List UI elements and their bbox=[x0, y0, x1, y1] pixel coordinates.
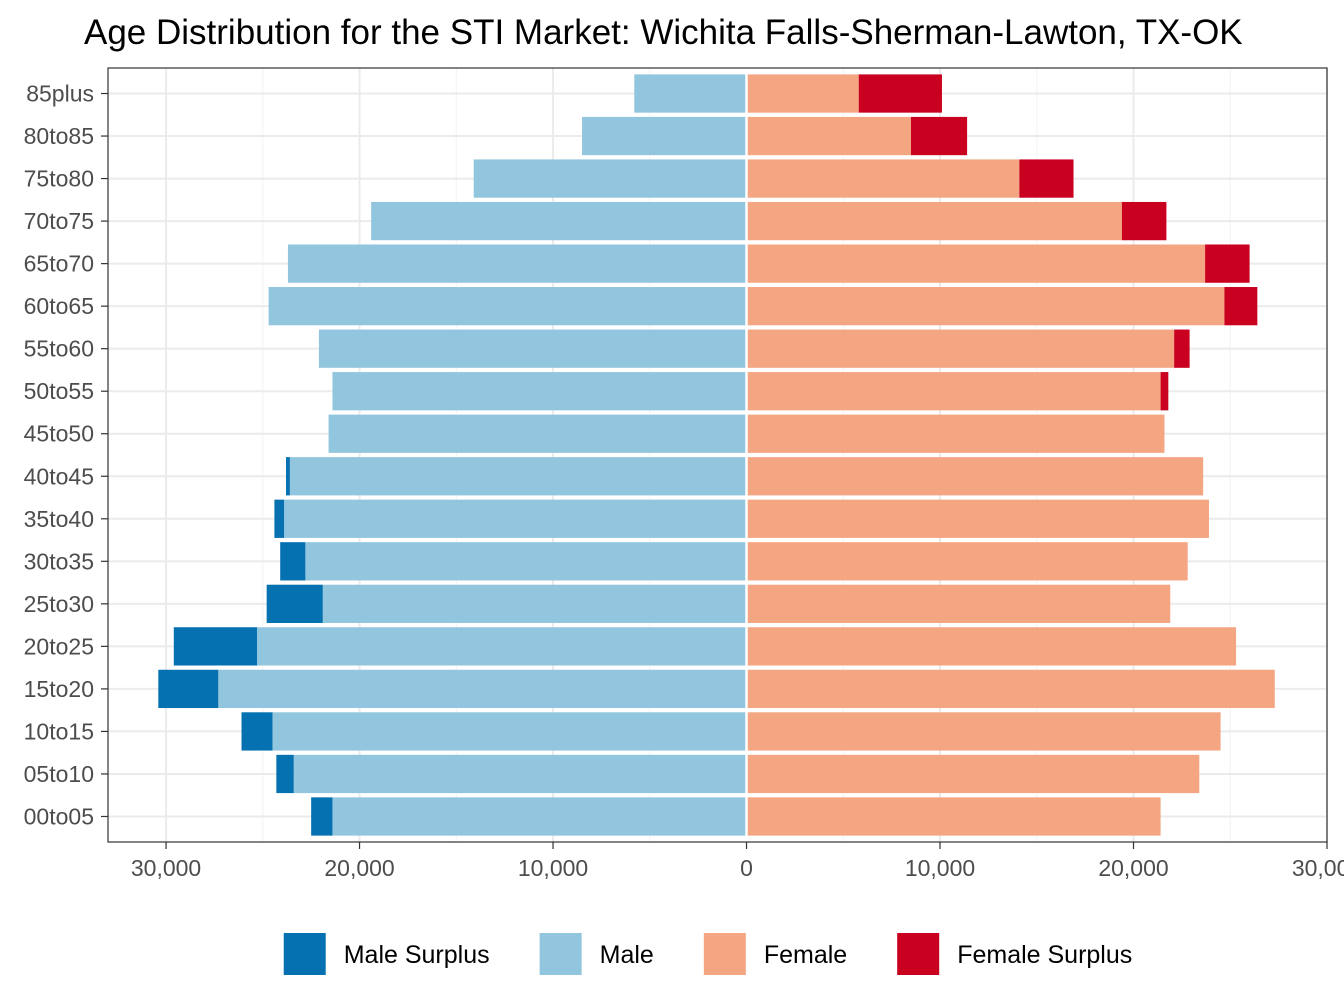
y-tick-label: 60to65 bbox=[24, 293, 94, 319]
legend-label: Female bbox=[764, 941, 847, 969]
bar-layer bbox=[158, 68, 1275, 842]
legend-key bbox=[539, 933, 582, 975]
y-tick-label: 10to15 bbox=[24, 718, 94, 744]
bar-male bbox=[284, 499, 747, 538]
bar-male-surplus bbox=[173, 627, 257, 666]
y-tick-label: 30to35 bbox=[24, 548, 94, 574]
y-tick-label: 50to55 bbox=[24, 378, 94, 404]
y-tick-label: 80to85 bbox=[24, 123, 94, 149]
bar-male bbox=[473, 159, 747, 198]
bar-male bbox=[332, 372, 747, 411]
bar-female-surplus bbox=[858, 74, 942, 113]
x-tick-label: 10,000 bbox=[905, 855, 975, 881]
bar-female-surplus bbox=[910, 116, 968, 156]
x-tick-label: 30,000 bbox=[131, 855, 201, 881]
bar-female bbox=[746, 414, 1165, 453]
bar-male bbox=[322, 584, 747, 623]
bar-male bbox=[256, 627, 747, 666]
bar-male bbox=[371, 201, 747, 241]
bar-male bbox=[318, 329, 747, 368]
bar-female bbox=[746, 159, 1020, 198]
bar-male bbox=[272, 712, 747, 751]
bar-female-surplus bbox=[1224, 287, 1258, 326]
bar-male bbox=[582, 116, 747, 156]
bar-male bbox=[218, 669, 747, 709]
bar-female bbox=[746, 116, 911, 156]
y-tick-label: 55to60 bbox=[24, 336, 94, 362]
bar-male bbox=[287, 244, 747, 283]
y-tick-label: 35to40 bbox=[24, 506, 94, 532]
x-tick-label: 10,000 bbox=[518, 855, 588, 881]
bar-female-surplus bbox=[1019, 159, 1074, 198]
bar-female bbox=[746, 669, 1275, 709]
bar-female-surplus bbox=[1205, 244, 1250, 283]
bar-female bbox=[746, 584, 1171, 623]
y-tick-label: 15to20 bbox=[24, 676, 94, 702]
bar-male bbox=[293, 754, 747, 794]
bar-male bbox=[634, 74, 747, 113]
legend: Male Surplus Male Female Female Surplus bbox=[283, 933, 1132, 975]
legend-key bbox=[897, 933, 940, 975]
bar-male-surplus bbox=[241, 712, 273, 751]
bar-male bbox=[268, 287, 747, 326]
bar-male-surplus bbox=[286, 457, 290, 496]
y-tick-label: 05to10 bbox=[24, 761, 94, 787]
y-tick-label: 25to30 bbox=[24, 591, 94, 617]
bar-male-surplus bbox=[276, 754, 294, 794]
bar-male-surplus bbox=[266, 584, 323, 623]
x-tick-label: 20,000 bbox=[324, 855, 394, 881]
bar-male-surplus bbox=[311, 797, 333, 836]
legend-label: Male bbox=[600, 941, 654, 969]
y-tick-label: 85plus bbox=[26, 81, 94, 107]
bar-female bbox=[746, 627, 1237, 666]
legend-label: Male Surplus bbox=[344, 941, 490, 969]
bar-female-surplus bbox=[1121, 201, 1167, 241]
bar-male bbox=[328, 414, 747, 453]
bar-female-surplus bbox=[1160, 372, 1169, 411]
legend-key bbox=[283, 933, 326, 975]
bar-female bbox=[746, 542, 1188, 581]
bar-female bbox=[746, 499, 1209, 538]
axis-layer: 30,000 20,000 10,000 0 10,000 20,000 30,000 00t… bbox=[24, 81, 1344, 881]
x-tick-label: 0 bbox=[740, 855, 753, 881]
x-tick-label: 20,000 bbox=[1098, 855, 1168, 881]
y-tick-label: 45to50 bbox=[24, 421, 94, 447]
bar-male-surplus bbox=[280, 542, 306, 581]
bar-male bbox=[305, 542, 747, 581]
bar-female bbox=[746, 372, 1161, 411]
x-tick-label: 30,000 bbox=[1292, 855, 1344, 881]
bar-female bbox=[746, 754, 1200, 794]
y-tick-label: 65to70 bbox=[24, 251, 94, 277]
legend-key bbox=[703, 933, 746, 975]
bar-male bbox=[289, 457, 747, 496]
bar-male bbox=[332, 797, 747, 836]
y-tick-label: 20to25 bbox=[24, 633, 94, 659]
bar-male-surplus bbox=[158, 669, 219, 709]
bar-female bbox=[746, 329, 1175, 368]
bar-female bbox=[746, 457, 1204, 496]
panel-border bbox=[107, 67, 1328, 843]
chart-title: Age Distribution for the STI Market: Wic… bbox=[84, 13, 1243, 52]
bar-female bbox=[746, 287, 1225, 326]
bar-female-surplus bbox=[1174, 329, 1190, 368]
bar-male-surplus bbox=[274, 499, 285, 538]
legend-label: Female Surplus bbox=[957, 941, 1132, 969]
bar-female bbox=[746, 712, 1221, 751]
bar-female bbox=[746, 74, 859, 113]
y-tick-label: 70to75 bbox=[24, 208, 94, 234]
y-tick-label: 40to45 bbox=[24, 463, 94, 489]
y-tick-label: 00to05 bbox=[24, 803, 94, 829]
y-tick-label: 75to80 bbox=[24, 166, 94, 192]
bar-female bbox=[746, 797, 1161, 836]
bar-female bbox=[746, 201, 1122, 241]
bar-female bbox=[746, 244, 1206, 283]
